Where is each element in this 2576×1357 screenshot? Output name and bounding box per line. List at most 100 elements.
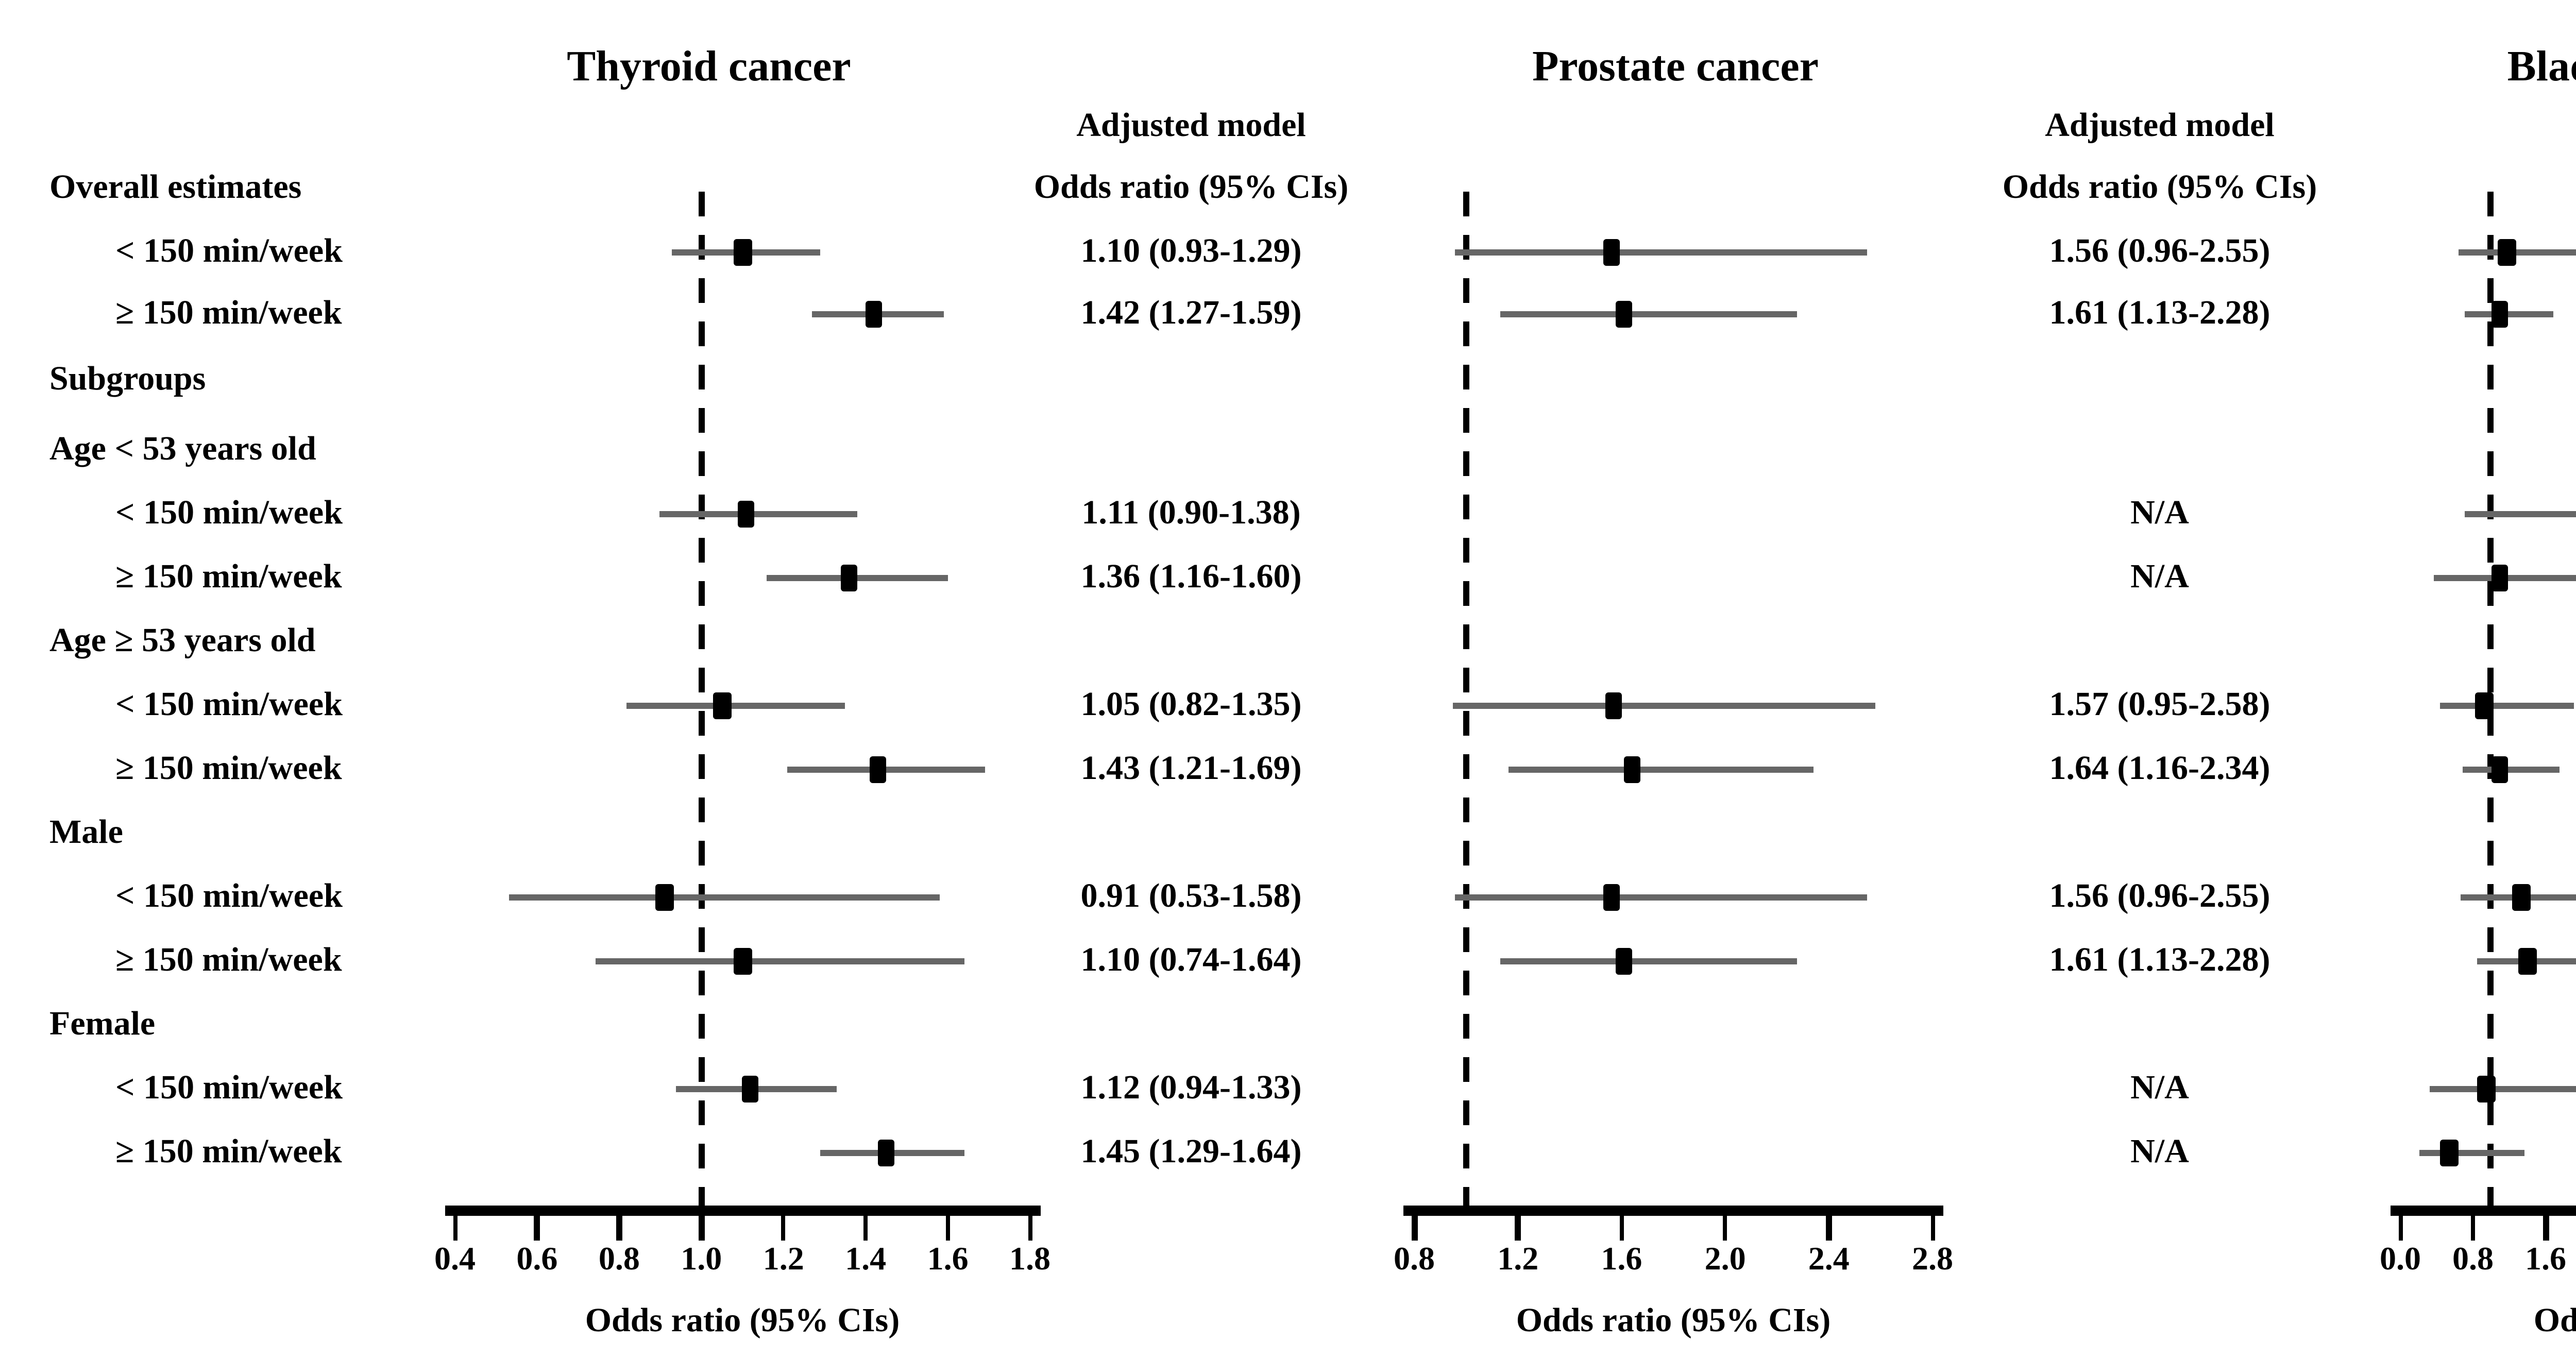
ci-line: [1499, 957, 1798, 963]
ci-line: [2463, 766, 2560, 772]
or-marker: [2498, 238, 2516, 265]
row-label-section: Subgroups: [49, 358, 206, 397]
ci-line: [627, 702, 845, 708]
column-header-odds-ratio: Odds ratio (95% CIs): [1033, 166, 1349, 205]
x-axis-tick: [2398, 1216, 2403, 1241]
x-axis-label: Odds ratio (95% CIs): [2533, 1299, 2576, 1338]
x-axis-tick-label: 1.4: [845, 1243, 887, 1278]
or-value: 0.91 (0.53-1.58): [1080, 875, 1302, 914]
row-label-section: Age < 53 years old: [49, 428, 316, 467]
ci-line: [2464, 510, 2576, 516]
x-axis-tick: [1826, 1216, 1832, 1241]
or-marker: [2491, 300, 2509, 327]
or-value-na: N/A: [2130, 555, 2189, 595]
or-marker: [2478, 1075, 2496, 1101]
row-label-activity: ≥ 150 min/week: [115, 939, 342, 978]
or-value: 1.56 (0.96-2.55): [2049, 230, 2270, 269]
x-axis-tick: [699, 1216, 704, 1241]
or-marker: [877, 1139, 895, 1165]
or-marker: [737, 500, 755, 527]
ci-line: [2465, 310, 2554, 316]
x-axis-tick-label: 1.8: [1009, 1243, 1050, 1278]
or-value: 1.64 (1.16-2.34): [2049, 747, 2270, 786]
x-axis-tick-label: 1.6: [2525, 1243, 2566, 1278]
x-axis-tick: [534, 1216, 540, 1241]
or-value: 1.42 (1.27-1.59): [1080, 292, 1302, 331]
or-value: 1.10 (0.74-1.64): [1080, 939, 1302, 978]
column-header-odds-ratio: Odds ratio (95% CIs): [2002, 166, 2317, 205]
x-axis-tick-label: 0.0: [2380, 1243, 2421, 1278]
x-axis-tick: [781, 1216, 786, 1241]
x-axis-tick: [616, 1216, 622, 1241]
or-marker: [869, 755, 887, 782]
x-axis-tick-label: 1.2: [762, 1243, 804, 1278]
column-header-adjusted-model: Adjusted model: [2045, 104, 2275, 143]
x-axis-tick: [2470, 1216, 2476, 1241]
or-value: 1.61 (1.13-2.28): [2049, 939, 2270, 978]
or-value: 1.57 (0.95-2.58): [2049, 683, 2270, 722]
panel-title: Bladder cancer: [2507, 41, 2576, 91]
or-marker: [1602, 883, 1620, 910]
ci-line: [2459, 248, 2576, 255]
or-marker: [734, 238, 751, 265]
or-marker: [655, 883, 673, 910]
row-label-activity: ≥ 150 min/week: [115, 1130, 342, 1169]
x-axis-tick: [863, 1216, 869, 1241]
x-axis-tick-label: 2.0: [1704, 1243, 1746, 1278]
or-value-na: N/A: [2130, 1066, 2189, 1106]
or-marker: [2441, 1139, 2459, 1165]
row-label-activity: < 150 min/week: [115, 683, 343, 722]
x-axis-tick-label: 0.4: [434, 1243, 476, 1278]
x-axis-tick: [1930, 1216, 1935, 1241]
or-marker: [2491, 755, 2509, 782]
x-axis-tick-label: 0.6: [516, 1243, 558, 1278]
x-axis-label: Odds ratio (95% CIs): [585, 1299, 900, 1338]
or-value: 1.43 (1.21-1.69): [1080, 747, 1302, 786]
x-axis-label: Odds ratio (95% CIs): [1516, 1299, 1831, 1338]
x-axis-tick-label: 1.0: [681, 1243, 722, 1278]
ci-line: [1499, 310, 1798, 316]
x-axis-tick: [1027, 1216, 1032, 1241]
or-marker: [1623, 755, 1641, 782]
ci-line: [1507, 766, 1814, 772]
x-axis-tick: [1412, 1216, 1417, 1241]
or-marker: [1615, 947, 1633, 974]
or-marker: [2518, 947, 2536, 974]
row-label-section: Overall estimates: [49, 166, 302, 205]
x-axis-tick: [452, 1216, 457, 1241]
or-value: 1.11 (0.90-1.38): [1081, 491, 1301, 531]
x-axis-line: [445, 1206, 1040, 1216]
ci-line: [1453, 702, 1876, 708]
ci-line: [767, 574, 948, 580]
x-axis-tick-label: 0.8: [1394, 1243, 1435, 1278]
x-axis-tick-label: 1.6: [927, 1243, 969, 1278]
row-label-activity: < 150 min/week: [115, 875, 343, 914]
x-axis-tick: [1515, 1216, 1521, 1241]
or-marker: [1615, 300, 1633, 327]
ci-line: [660, 510, 858, 516]
x-axis-tick: [2543, 1216, 2548, 1241]
x-axis-tick-label: 1.6: [1601, 1243, 1642, 1278]
ci-line: [2429, 1085, 2576, 1091]
or-marker: [713, 691, 731, 718]
or-value: 1.05 (0.82-1.35): [1080, 683, 1302, 722]
column-header-adjusted-model: Adjusted model: [1076, 104, 1306, 143]
reference-line: [698, 192, 705, 1206]
or-marker: [1605, 691, 1623, 718]
row-label-activity: ≥ 150 min/week: [115, 747, 342, 786]
or-marker: [2512, 883, 2530, 910]
row-label-activity: ≥ 150 min/week: [115, 555, 342, 595]
reference-line: [1463, 192, 1469, 1206]
row-label-section: Male: [49, 811, 123, 850]
x-axis-tick: [945, 1216, 951, 1241]
or-marker: [741, 1075, 759, 1101]
or-marker: [1602, 238, 1620, 265]
ci-line: [508, 893, 940, 900]
x-axis-tick-label: 2.8: [1912, 1243, 1953, 1278]
or-value: 1.45 (1.29-1.64): [1080, 1130, 1302, 1169]
or-marker: [865, 300, 883, 327]
or-value: 1.12 (0.94-1.33): [1080, 1066, 1302, 1106]
panel-title: Thyroid cancer: [567, 41, 851, 91]
x-axis-tick: [1619, 1216, 1624, 1241]
